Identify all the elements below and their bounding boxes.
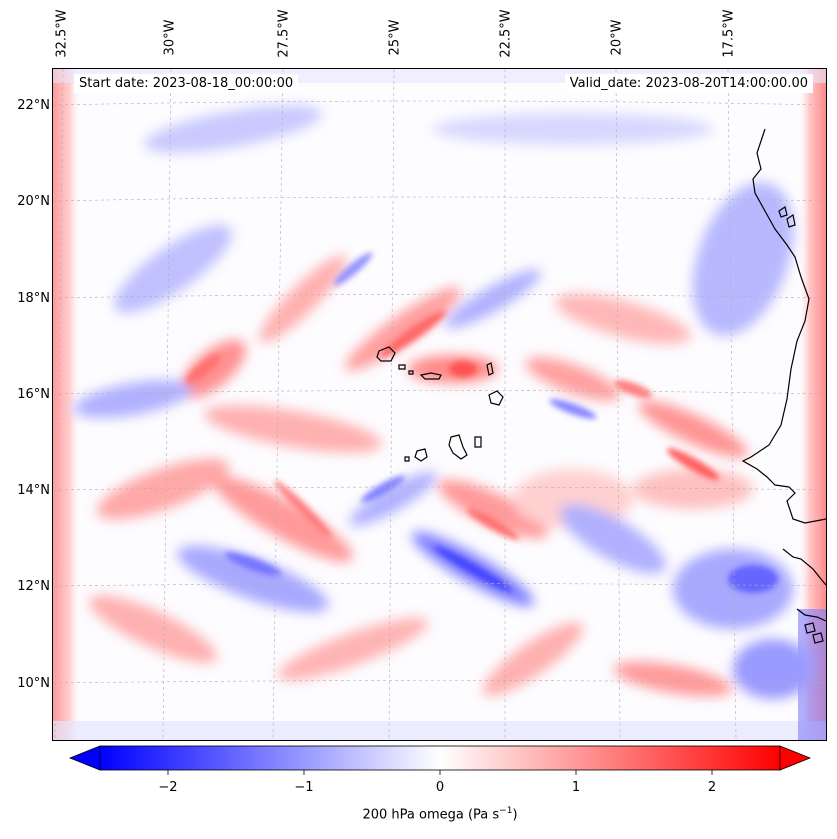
lat-label-12n: 12°N	[17, 579, 50, 594]
coastlines	[376, 128, 826, 644]
lat-label-14n: 14°N	[17, 483, 50, 498]
colorbar-ticks: −2 −1 0 1 2	[158, 770, 716, 795]
start-date-label: Start date: 2023-08-18_00:00:00	[74, 74, 299, 93]
omega-field-map	[53, 69, 826, 740]
island-fogo	[414, 448, 428, 462]
africa-coastline	[741, 128, 826, 622]
lon-label-25w: 25°W	[387, 19, 403, 56]
bijagos-islands	[804, 622, 824, 644]
colorbar-extend-max	[779, 745, 812, 771]
colorbar-label: 200 hPa omega (Pa s−1)	[0, 806, 837, 822]
omega-blobs-blur	[73, 105, 813, 699]
island-brava	[404, 456, 410, 462]
island-boa-vista	[488, 390, 504, 406]
island-sao-nicolau	[419, 372, 442, 380]
gridlines	[53, 69, 826, 740]
colorbar: −2 −1 0 1 2	[68, 745, 812, 795]
island-maio	[474, 436, 482, 448]
lon-label-22-5w: 22.5°W	[498, 9, 514, 58]
boundary-bands	[53, 69, 826, 740]
island-sao-vicente	[398, 364, 406, 370]
lat-label-18n: 18°N	[17, 291, 50, 306]
colorbar-label-exponent: −1	[499, 806, 513, 816]
lat-label-16n: 16°N	[17, 387, 50, 402]
lon-label-32-5w: 32.5°W	[54, 9, 70, 58]
island-santa-luzia	[408, 370, 414, 375]
colorbar-body	[99, 745, 781, 771]
lon-label-27-5w: 27.5°W	[276, 9, 292, 58]
lon-label-20w: 20°W	[609, 19, 625, 56]
colorbar-tick-label: 1	[572, 780, 580, 795]
lat-label-20n: 20°N	[17, 194, 50, 209]
valid-date-label: Valid_date: 2023-08-20T14:00:00.00	[564, 74, 813, 93]
island-sal	[486, 362, 494, 376]
lat-label-22n: 22°N	[17, 98, 50, 113]
colorbar-tick-label: −1	[294, 780, 313, 795]
map-panel	[52, 68, 827, 741]
omega-streaks	[185, 252, 778, 593]
lon-label-17-5w: 17.5°W	[721, 9, 737, 58]
colorbar-tick-label: 2	[708, 780, 716, 795]
colorbar-label-suffix: )	[512, 807, 518, 823]
colorbar-extend-min	[68, 745, 101, 771]
colorbar-tick-label: −2	[158, 780, 177, 795]
canary-islands	[778, 206, 796, 228]
island-santo-antao	[376, 346, 396, 362]
colorbar-tick-label: 0	[436, 780, 444, 795]
lon-label-30w: 30°W	[162, 19, 178, 56]
island-santiago	[448, 434, 468, 460]
lat-label-10n: 10°N	[17, 676, 50, 691]
colorbar-label-prefix: 200 hPa omega (Pa s	[362, 807, 500, 823]
